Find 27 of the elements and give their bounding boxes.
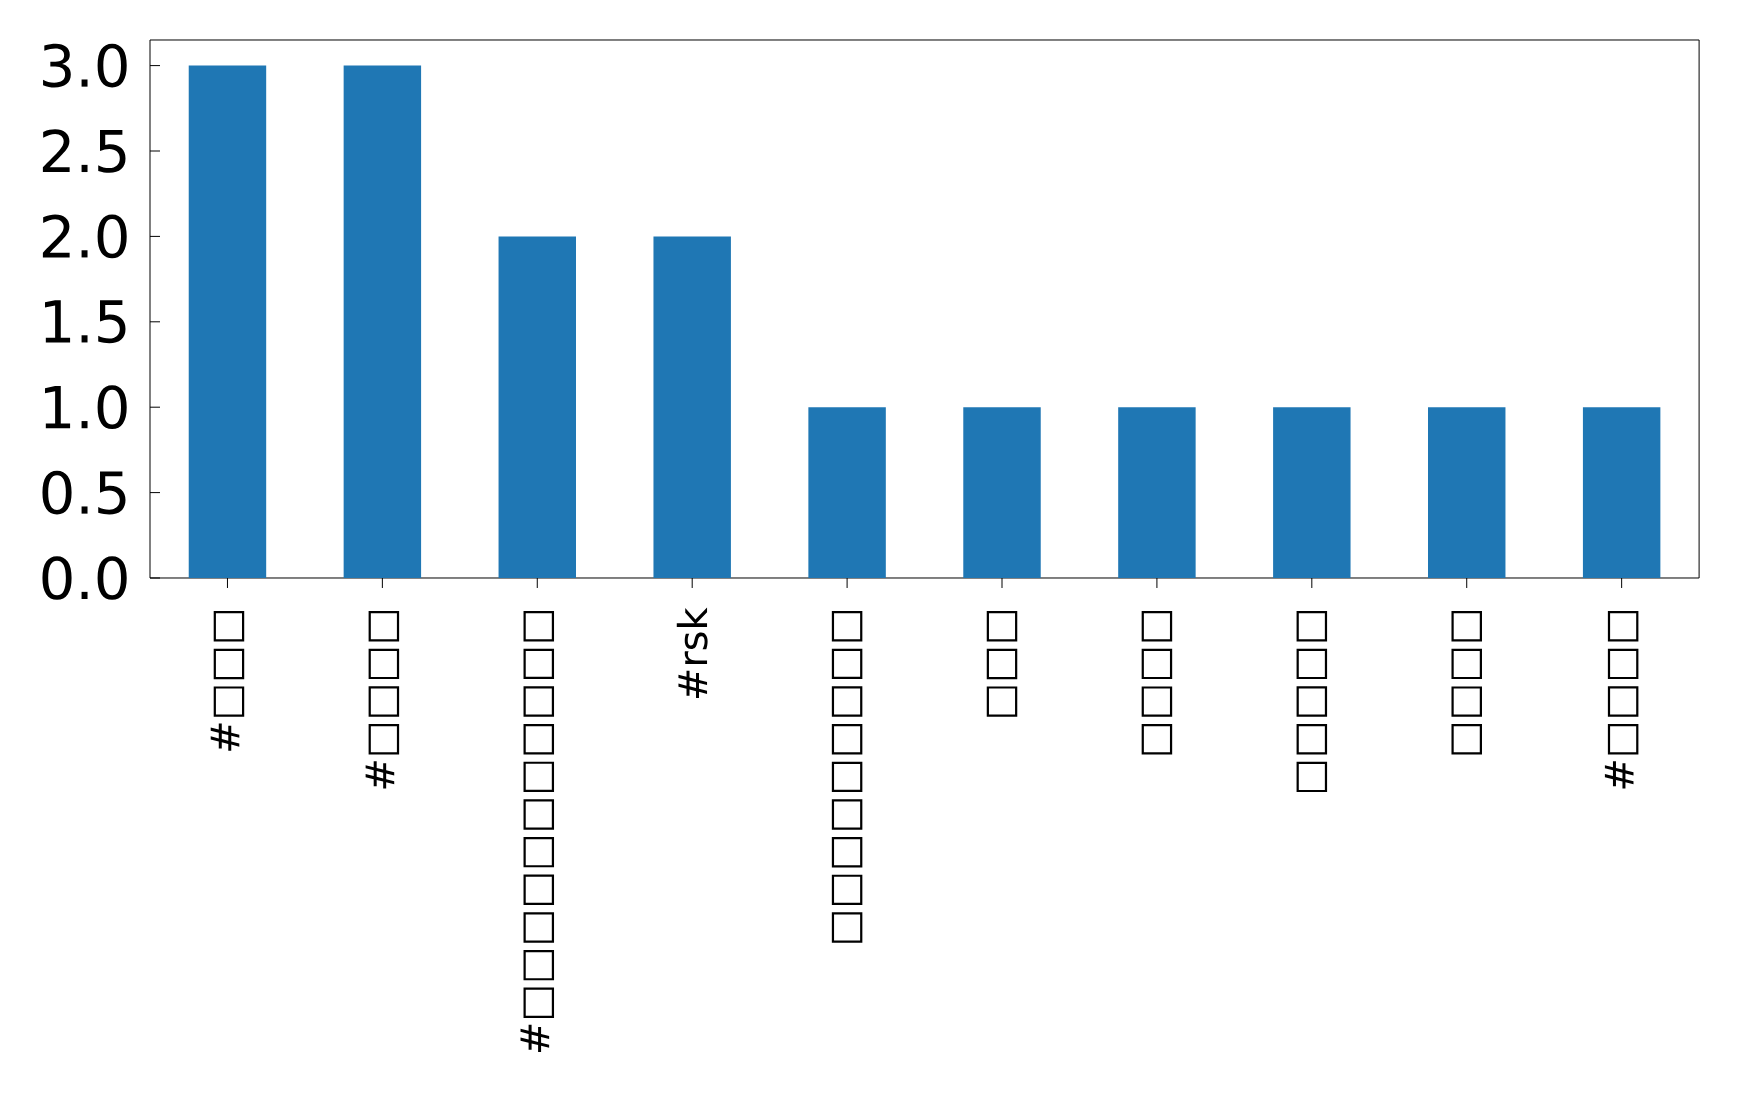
y-tick-label: 1.0 — [44, 385, 127, 430]
bar — [1118, 407, 1196, 578]
y-tick-label: 2.0 — [42, 214, 127, 259]
bar — [963, 407, 1041, 578]
y-tick-label: 1.5 — [44, 300, 126, 344]
x-tick-label: □□□□□□□□□ — [831, 611, 863, 943]
y-tick-label: 3.0 — [43, 43, 127, 88]
y-tick-label: 2.5 — [42, 129, 126, 173]
x-tick-label: #□□□□□□□□□□□ — [520, 611, 555, 1052]
bar — [653, 236, 731, 578]
bar — [1273, 407, 1351, 578]
x-tick-label: #rsk — [676, 607, 708, 698]
y-tick-label: 0.5 — [42, 470, 126, 515]
bar — [808, 407, 886, 578]
x-tick-label: □□□ — [986, 611, 1018, 717]
y-tick-label: 0.0 — [42, 556, 127, 600]
bar — [1582, 407, 1661, 578]
bar — [498, 236, 576, 578]
x-tick-label: □□□□□ — [1296, 611, 1328, 793]
x-tick-label: #□□□□ — [365, 611, 400, 789]
bar — [188, 65, 267, 578]
x-tick-label: #□□□□ — [1604, 611, 1639, 789]
bar — [343, 65, 422, 578]
bar — [1428, 407, 1506, 578]
x-tick-label: #□□□ — [210, 611, 245, 751]
x-tick-label: □□□□ — [1141, 611, 1173, 755]
x-tick-label: □□□□ — [1451, 611, 1482, 755]
